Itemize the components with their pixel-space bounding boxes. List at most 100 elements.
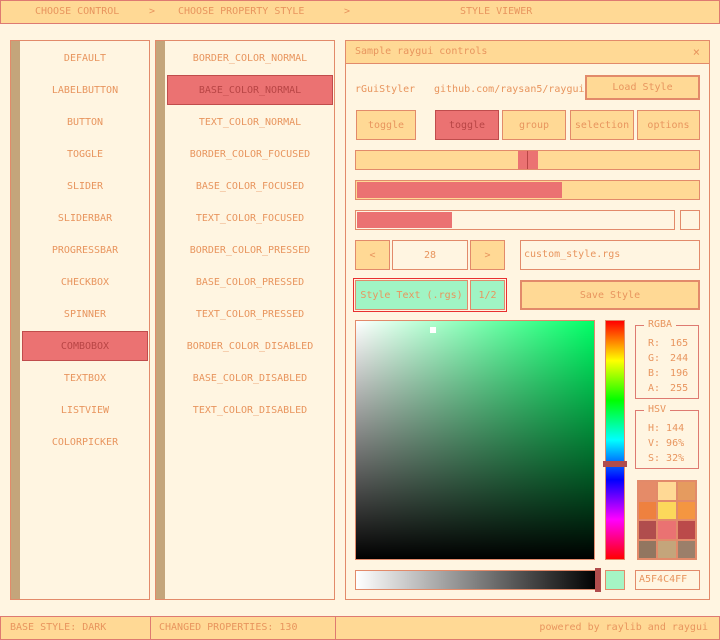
chevron-right-icon: >: [149, 6, 156, 17]
scrollbar[interactable]: [11, 41, 20, 599]
property-list-item[interactable]: BASE_COLOR_PRESSED: [195, 276, 305, 288]
palette-swatch[interactable]: [677, 501, 695, 519]
combobox[interactable]: Style Text (.rgs): [355, 280, 468, 310]
github-link[interactable]: github.com/raysan5/raygui: [434, 84, 585, 95]
g-value: 244: [670, 353, 689, 364]
palette-swatch[interactable]: [658, 501, 676, 519]
palette-swatch[interactable]: [677, 482, 695, 500]
save-style-button[interactable]: Save Style: [520, 280, 700, 310]
b-value: 196: [670, 368, 689, 379]
control-list-item[interactable]: SLIDER: [66, 180, 104, 192]
sliderbar[interactable]: [355, 180, 700, 200]
palette-swatch[interactable]: [677, 540, 695, 558]
r-label: R:: [648, 338, 661, 349]
color-palette: [637, 480, 697, 560]
toggle-group-toggle[interactable]: toggle: [435, 110, 499, 140]
spinner-value[interactable]: 28: [392, 240, 468, 270]
control-list-item[interactable]: TOGGLE: [66, 148, 104, 160]
rgba-group: RGBA R: 165 G: 244 B: 196 A: 255: [635, 319, 699, 399]
spinner-increment[interactable]: >: [470, 240, 505, 270]
control-list-item[interactable]: SPINNER: [63, 308, 107, 320]
hex-value[interactable]: A5F4C4FF: [635, 570, 700, 590]
control-list-item[interactable]: COMBOBOX: [22, 331, 148, 361]
picker-cursor[interactable]: [430, 327, 436, 333]
hsv-title: HSV: [644, 404, 671, 415]
properties-list[interactable]: BORDER_COLOR_NORMAL BASE_COLOR_NORMAL TEXT…: [155, 40, 335, 600]
color-preview: [605, 570, 625, 590]
toggle-button[interactable]: toggle: [356, 110, 416, 140]
slider-handle[interactable]: [517, 151, 538, 169]
step-style-viewer: STYLE VIEWER: [460, 6, 533, 17]
control-list-item[interactable]: TEXTBOX: [63, 372, 107, 384]
filename-textbox[interactable]: custom_style.rgs: [520, 240, 700, 270]
v-value: 96%: [666, 438, 685, 449]
slider[interactable]: [355, 150, 700, 170]
hsv-group: HSV H: 144 V: 96% S: 32%: [635, 404, 699, 469]
h-label: H:: [648, 423, 661, 434]
step-choose-property: CHOOSE PROPERTY STYLE: [178, 6, 305, 17]
load-style-button[interactable]: Load Style: [585, 75, 700, 100]
color-picker-sv[interactable]: [355, 320, 595, 560]
sliderbar-fill: [357, 182, 562, 198]
property-list-item[interactable]: TEXT_COLOR_PRESSED: [195, 308, 305, 320]
palette-swatch[interactable]: [658, 482, 676, 500]
app-label: rGuiStyler: [355, 84, 416, 95]
progressbar: [355, 210, 675, 230]
spinner-decrement[interactable]: <: [355, 240, 390, 270]
palette-swatch[interactable]: [658, 521, 676, 539]
hue-bar[interactable]: [603, 320, 627, 560]
status-powered-by: powered by raylib and raygui: [539, 622, 708, 633]
alpha-handle[interactable]: [595, 568, 601, 592]
top-bar: CHOOSE CONTROL > CHOOSE PROPERTY STYLE >…: [0, 0, 720, 24]
s-value: 32%: [666, 453, 685, 464]
palette-swatch[interactable]: [658, 540, 676, 558]
b-label: B:: [648, 368, 661, 379]
control-list-item[interactable]: LISTVIEW: [60, 404, 110, 416]
property-list-item[interactable]: BASE_COLOR_NORMAL: [167, 75, 333, 105]
control-list-item[interactable]: SLIDERBAR: [57, 212, 113, 224]
r-value: 165: [670, 338, 689, 349]
palette-swatch[interactable]: [677, 521, 695, 539]
combobox-selector[interactable]: 1/2: [470, 280, 505, 310]
property-list-item[interactable]: BASE_COLOR_FOCUSED: [195, 180, 305, 192]
status-bar: BASE STYLE: DARK CHANGED PROPERTIES: 130…: [0, 616, 720, 640]
combobox-focus: [353, 278, 507, 312]
window-titlebar[interactable]: Sample raygui controls ×: [345, 40, 710, 64]
v-label: V:: [648, 438, 661, 449]
control-list-item[interactable]: BUTTON: [66, 116, 104, 128]
toggle-group-group[interactable]: group: [502, 110, 566, 140]
h-value: 144: [666, 423, 685, 434]
property-list-item[interactable]: TEXT_COLOR_DISABLED: [192, 404, 308, 416]
hue-handle[interactable]: [603, 460, 627, 467]
control-list-item[interactable]: DEFAULT: [63, 52, 107, 64]
status-changed-properties: CHANGED PROPERTIES: 130: [159, 622, 298, 633]
chevron-right-icon: >: [344, 6, 351, 17]
step-choose-control: CHOOSE CONTROL: [35, 6, 120, 17]
control-list-item[interactable]: PROGRESSBAR: [51, 244, 119, 256]
palette-swatch[interactable]: [639, 540, 657, 558]
palette-swatch[interactable]: [639, 521, 657, 539]
close-icon[interactable]: ×: [692, 45, 700, 59]
control-list-item[interactable]: CHECKBOX: [60, 276, 110, 288]
property-list-item[interactable]: TEXT_COLOR_NORMAL: [198, 116, 302, 128]
control-list-item[interactable]: COLORPICKER: [51, 436, 119, 448]
controls-list[interactable]: DEFAULT LABELBUTTON BUTTON TOGGLE SLIDER SLID…: [10, 40, 150, 600]
a-value: 255: [670, 383, 689, 394]
toggle-group-options[interactable]: options: [637, 110, 700, 140]
palette-swatch[interactable]: [639, 501, 657, 519]
window-title: Sample raygui controls: [355, 46, 488, 57]
status-base-style: BASE STYLE: DARK: [10, 622, 107, 633]
alpha-bar[interactable]: [355, 568, 601, 592]
property-list-item[interactable]: BORDER_COLOR_PRESSED: [189, 244, 311, 256]
palette-swatch[interactable]: [639, 482, 657, 500]
checkbox[interactable]: [680, 210, 700, 230]
rgba-title: RGBA: [644, 319, 677, 330]
property-list-item[interactable]: BORDER_COLOR_NORMAL: [192, 52, 308, 64]
property-list-item[interactable]: BORDER_COLOR_FOCUSED: [189, 148, 311, 160]
control-list-item[interactable]: LABELBUTTON: [51, 84, 119, 96]
scrollbar[interactable]: [156, 41, 165, 599]
property-list-item[interactable]: TEXT_COLOR_FOCUSED: [195, 212, 305, 224]
toggle-group-selection[interactable]: selection: [570, 110, 634, 140]
property-list-item[interactable]: BASE_COLOR_DISABLED: [192, 372, 308, 384]
property-list-item[interactable]: BORDER_COLOR_DISABLED: [186, 340, 314, 352]
